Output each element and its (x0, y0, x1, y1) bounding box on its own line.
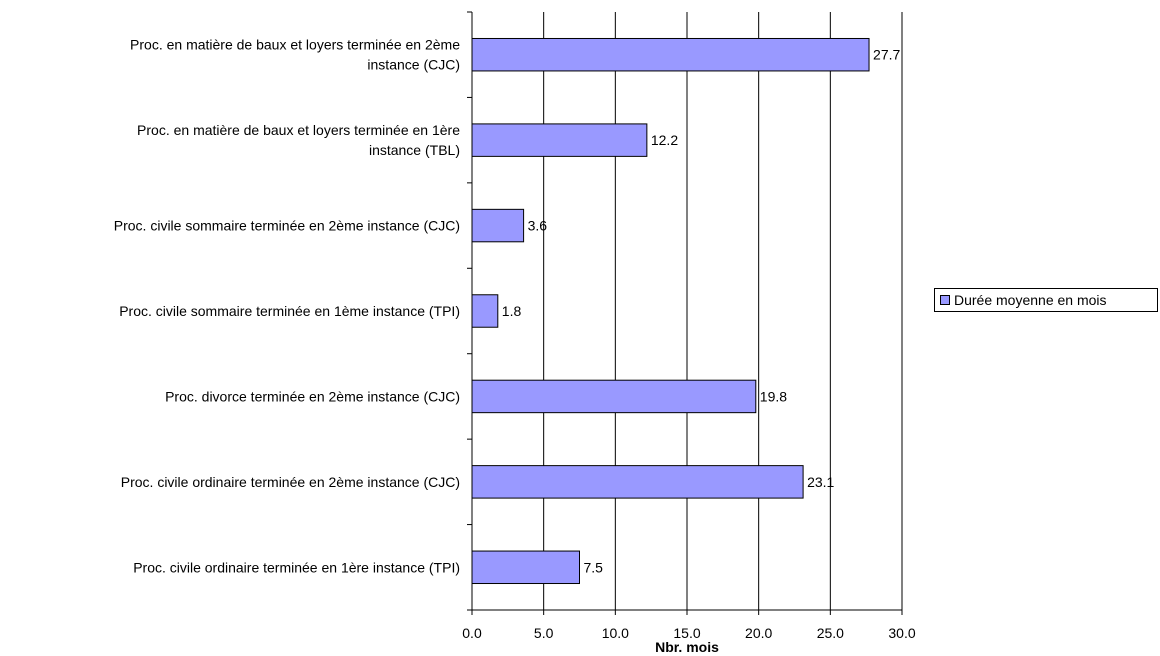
bars (471, 37, 870, 585)
category-label-line: Proc. en matière de baux et loyers termi… (130, 37, 460, 53)
bar-1 (471, 465, 804, 499)
bar-3 (471, 294, 499, 328)
data-label-5: 12.2 (651, 132, 678, 148)
category-label-line: Proc. civile sommaire terminée en 2ème i… (114, 218, 460, 234)
data-label-1: 23.1 (807, 474, 834, 490)
legend-swatch (940, 295, 950, 305)
bar-5 (471, 123, 648, 157)
category-label-4: Proc. civile sommaire terminée en 2ème i… (114, 218, 460, 234)
x-tick-label-1: 5.0 (534, 625, 554, 641)
category-label-6: Proc. en matière de baux et loyers termi… (130, 37, 460, 73)
x-tick-label-2: 10.0 (602, 625, 629, 641)
category-label-line: Proc. civile sommaire terminée en 1ème i… (119, 303, 460, 319)
x-axis-title: Nbr. mois (655, 639, 719, 655)
gridlines (543, 12, 903, 610)
x-tick-label-3: 15.0 (673, 625, 700, 641)
category-label-line: instance (CJC) (367, 57, 460, 73)
data-labels: 7.5 23.1 19.8 1.8 3.6 12.2 27.7 (502, 47, 901, 576)
data-label-4: 3.6 (528, 218, 548, 234)
category-label-0: Proc. civile ordinaire terminée en 1ère … (133, 559, 460, 575)
category-label-line: Proc. civile ordinaire terminée en 2ème … (121, 474, 460, 490)
data-label-6: 27.7 (873, 47, 900, 63)
data-label-3: 1.8 (502, 303, 522, 319)
category-label-line: instance (TBL) (369, 142, 460, 158)
x-tick-label-5: 25.0 (817, 625, 844, 641)
category-label-line: Proc. en matière de baux et loyers termi… (137, 122, 460, 138)
category-label-3: Proc. civile sommaire terminée en 1ème i… (119, 303, 460, 319)
bar-0 (471, 550, 580, 585)
legend: Durée moyenne en mois (934, 288, 1158, 312)
axes (467, 11, 903, 615)
x-tick-labels: 0.0 5.0 10.0 15.0 20.0 25.0 30.0 (462, 625, 916, 641)
category-label-2: Proc. divorce terminée en 2ème instance … (165, 388, 460, 404)
category-labels: Proc. civile ordinaire terminée en 1ère … (114, 37, 460, 576)
bar-2 (471, 379, 757, 414)
bar-6 (471, 37, 870, 72)
category-label-line: Proc. divorce terminée en 2ème instance … (165, 388, 460, 404)
category-label-line: Proc. civile ordinaire terminée en 1ère … (133, 559, 460, 575)
legend-label: Durée moyenne en mois (954, 292, 1107, 308)
category-label-1: Proc. civile ordinaire terminée en 2ème … (121, 474, 460, 490)
data-label-0: 7.5 (584, 559, 604, 575)
bar-4 (471, 208, 525, 243)
x-tick-label-4: 20.0 (745, 625, 772, 641)
x-tick-label-6: 30.0 (888, 625, 915, 641)
data-label-2: 19.8 (760, 388, 787, 404)
x-tick-label-0: 0.0 (462, 625, 482, 641)
category-label-5: Proc. en matière de baux et loyers termi… (137, 122, 460, 158)
